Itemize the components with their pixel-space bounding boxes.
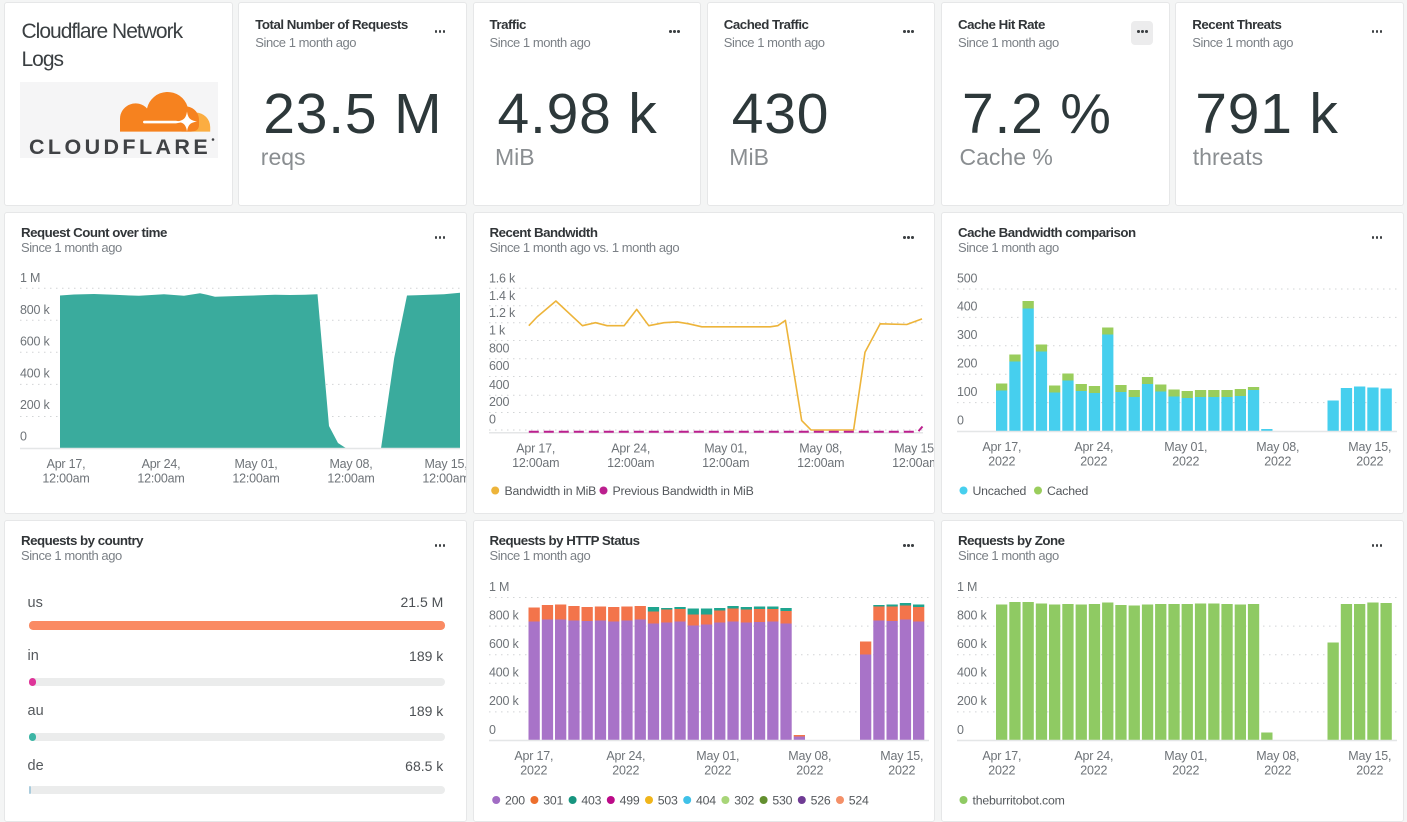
svg-text:May 01,: May 01, (1164, 440, 1207, 454)
svg-text:May 08,: May 08, (788, 749, 831, 763)
svg-text:200: 200 (488, 395, 508, 409)
svg-text:12:00am: 12:00am (42, 471, 89, 485)
svg-text:2022: 2022 (612, 763, 639, 777)
svg-text:May 15,: May 15, (880, 749, 923, 763)
svg-text:2022: 2022 (796, 763, 823, 777)
svg-text:300: 300 (957, 328, 977, 342)
svg-text:12:00am: 12:00am (512, 456, 559, 470)
svg-text:0: 0 (957, 413, 964, 427)
svg-text:Apr 17,: Apr 17, (514, 749, 553, 763)
svg-text:Apr 17,: Apr 17, (47, 457, 86, 471)
svg-text:503: 503 (657, 793, 677, 807)
svg-text:600 k: 600 k (488, 637, 518, 651)
svg-text:800 k: 800 k (20, 303, 50, 317)
svg-text:theburritobot.com: theburritobot.com (972, 793, 1064, 807)
svg-text:2022: 2022 (1264, 454, 1291, 468)
svg-text:200: 200 (957, 356, 977, 370)
svg-text:100: 100 (957, 385, 977, 399)
svg-text:Apr 17,: Apr 17, (982, 749, 1021, 763)
svg-text:1 M: 1 M (20, 271, 40, 285)
svg-text:Apr 24,: Apr 24, (142, 457, 181, 471)
svg-text:400 k: 400 k (20, 366, 50, 380)
svg-text:Apr 24,: Apr 24, (611, 441, 650, 455)
svg-text:12:00am: 12:00am (892, 456, 936, 470)
svg-text:May 08,: May 08, (329, 457, 372, 471)
svg-text:2022: 2022 (1356, 763, 1383, 777)
svg-text:2022: 2022 (988, 454, 1015, 468)
svg-text:600 k: 600 k (20, 334, 50, 348)
svg-text:2022: 2022 (1080, 454, 1107, 468)
svg-text:Apr 24,: Apr 24, (606, 749, 645, 763)
svg-text:302: 302 (734, 793, 754, 807)
svg-text:1 k: 1 k (488, 323, 505, 337)
svg-text:12:00am: 12:00am (422, 471, 466, 485)
svg-text:12:00am: 12:00am (327, 471, 374, 485)
svg-text:200 k: 200 k (20, 398, 50, 412)
svg-text:400: 400 (488, 378, 508, 392)
svg-text:400 k: 400 k (488, 666, 518, 680)
svg-text:May 15,: May 15, (1348, 440, 1391, 454)
svg-text:500: 500 (957, 271, 977, 285)
svg-text:May 01,: May 01, (1164, 749, 1207, 763)
svg-text:1 M: 1 M (957, 580, 977, 594)
svg-text:2022: 2022 (704, 763, 731, 777)
svg-text:May 08,: May 08, (1256, 749, 1299, 763)
svg-text:1.6 k: 1.6 k (488, 272, 515, 286)
svg-text:CLOUDFLARE: CLOUDFLARE (29, 135, 211, 158)
svg-text:2022: 2022 (520, 763, 547, 777)
svg-text:12:00am: 12:00am (607, 456, 654, 470)
svg-text:0: 0 (20, 430, 27, 444)
svg-text:1.2 k: 1.2 k (488, 306, 515, 320)
svg-text:1 M: 1 M (488, 580, 508, 594)
svg-text:524: 524 (848, 793, 868, 807)
svg-text:200: 200 (504, 793, 524, 807)
svg-text:Uncached: Uncached (972, 484, 1026, 498)
svg-text:600: 600 (488, 359, 508, 373)
svg-text:2022: 2022 (1172, 454, 1199, 468)
svg-text:499: 499 (619, 793, 639, 807)
svg-text:400: 400 (957, 300, 977, 314)
svg-text:Previous Bandwidth in MiB: Previous Bandwidth in MiB (612, 484, 753, 498)
svg-text:Apr 24,: Apr 24, (1074, 440, 1113, 454)
svg-text:2022: 2022 (1080, 763, 1107, 777)
svg-text:May 01,: May 01, (704, 441, 747, 455)
svg-text:2022: 2022 (1172, 763, 1199, 777)
svg-text:400 k: 400 k (957, 666, 987, 680)
svg-text:526: 526 (810, 793, 830, 807)
svg-text:May 15,: May 15, (424, 457, 466, 471)
svg-text:May 01,: May 01, (696, 749, 739, 763)
svg-text:530: 530 (772, 793, 792, 807)
svg-text:600 k: 600 k (957, 637, 987, 651)
svg-text:12:00am: 12:00am (137, 471, 184, 485)
svg-text:12:00am: 12:00am (702, 456, 749, 470)
svg-text:800: 800 (488, 341, 508, 355)
svg-text:Bandwidth in MiB: Bandwidth in MiB (504, 484, 596, 498)
svg-text:2022: 2022 (1264, 763, 1291, 777)
svg-text:2022: 2022 (1356, 454, 1383, 468)
svg-text:0: 0 (488, 723, 495, 737)
svg-text:May 15,: May 15, (894, 441, 936, 455)
svg-text:May 08,: May 08, (799, 441, 842, 455)
svg-text:2022: 2022 (988, 763, 1015, 777)
svg-text:200 k: 200 k (957, 694, 987, 708)
svg-text:0: 0 (957, 723, 964, 737)
svg-text:1.4 k: 1.4 k (488, 289, 515, 303)
svg-text:301: 301 (543, 793, 563, 807)
svg-text:404: 404 (695, 793, 715, 807)
svg-text:May 15,: May 15, (1348, 749, 1391, 763)
svg-text:Apr 24,: Apr 24, (1074, 749, 1113, 763)
svg-text:200 k: 200 k (488, 694, 518, 708)
svg-text:12:00am: 12:00am (797, 456, 844, 470)
svg-text:May 08,: May 08, (1256, 440, 1299, 454)
svg-text:800 k: 800 k (488, 608, 518, 622)
svg-text:2022: 2022 (888, 763, 915, 777)
svg-text:Apr 17,: Apr 17, (516, 441, 555, 455)
svg-text:12:00am: 12:00am (232, 471, 279, 485)
svg-text:Cached: Cached (1047, 484, 1089, 498)
svg-text:May 01,: May 01, (234, 457, 277, 471)
svg-text:0: 0 (488, 413, 495, 427)
svg-text:403: 403 (581, 793, 601, 807)
svg-text:Apr 17,: Apr 17, (982, 440, 1021, 454)
svg-text:800 k: 800 k (957, 608, 987, 622)
